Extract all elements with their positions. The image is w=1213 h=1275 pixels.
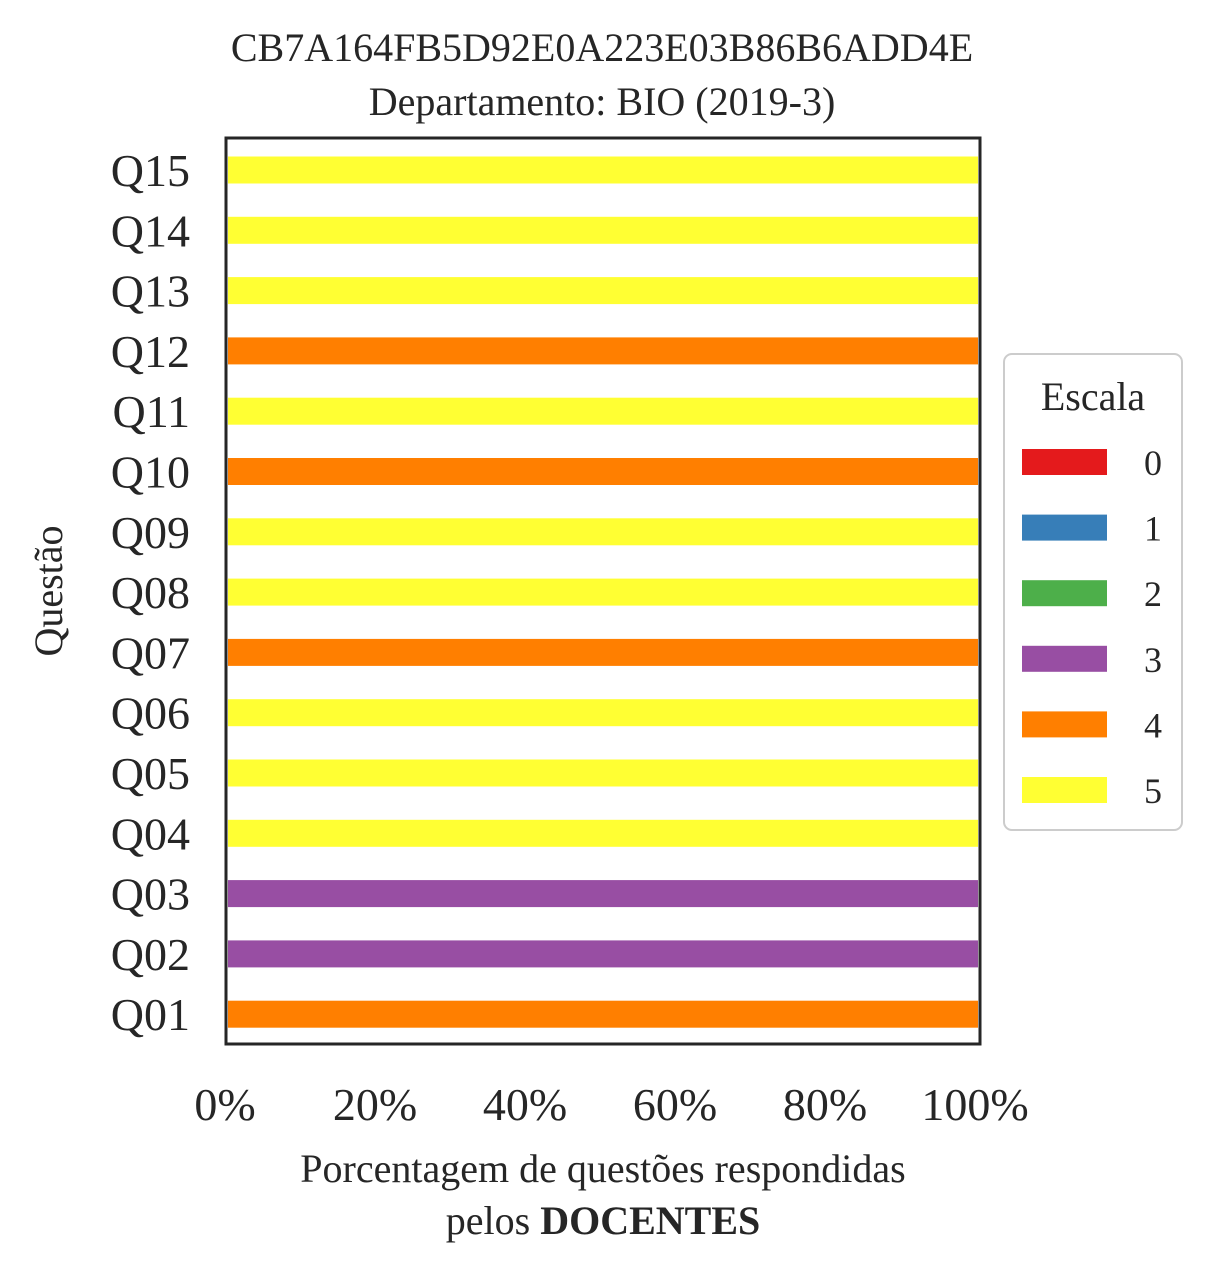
x-tick-label: 60% bbox=[633, 1079, 717, 1130]
chart-title-line1: CB7A164FB5D92E0A223E03B86B6ADD4E bbox=[231, 25, 973, 70]
bar-Q15-scale-5 bbox=[228, 156, 978, 184]
x-tick-label: 20% bbox=[333, 1079, 417, 1130]
x-axis-label-line1: Porcentagem de questões respondidas bbox=[300, 1146, 905, 1191]
legend-label-4: 4 bbox=[1144, 705, 1162, 745]
y-tick-label: Q06 bbox=[111, 688, 190, 739]
legend-label-3: 3 bbox=[1144, 640, 1162, 680]
x-axis-label-bold: DOCENTES bbox=[540, 1198, 760, 1243]
bar-Q07-scale-4 bbox=[228, 638, 978, 666]
y-tick-labels: Q01 Q02 Q03 Q04 Q05 Q06 Q07 Q08 Q09 Q10 Q11 Q12 Q13 Q… bbox=[111, 145, 190, 1040]
y-axis-label: Questão bbox=[26, 525, 71, 656]
y-tick-label: Q03 bbox=[111, 869, 190, 920]
bar-Q11-scale-5 bbox=[228, 397, 978, 425]
x-tick-label: 80% bbox=[783, 1079, 867, 1130]
y-tick-label: Q02 bbox=[111, 929, 190, 980]
bar-Q14-scale-5 bbox=[228, 216, 978, 244]
y-tick-label: Q04 bbox=[111, 808, 190, 859]
y-tick-label: Q14 bbox=[111, 205, 190, 256]
legend-swatch-0 bbox=[1022, 449, 1107, 475]
legend-swatch-3 bbox=[1022, 645, 1107, 672]
bar-Q08-scale-5 bbox=[228, 578, 978, 606]
legend-swatch-1 bbox=[1022, 514, 1107, 541]
legend-title: Escala bbox=[1041, 374, 1146, 419]
bar-Q12-scale-4 bbox=[228, 337, 978, 365]
bar-Q03-scale-3 bbox=[228, 880, 978, 908]
x-tick-labels: 0% 20% 40% 60% 80% 100% bbox=[194, 1079, 1028, 1130]
bar-Q09-scale-5 bbox=[228, 518, 978, 546]
y-tick-label: Q07 bbox=[111, 627, 190, 678]
legend-label-2: 2 bbox=[1144, 574, 1162, 614]
legend-items: 0 1 2 3 4 5 bbox=[1022, 443, 1162, 811]
x-axis-label-line2: pelos DOCENTES bbox=[446, 1198, 761, 1243]
bars-group bbox=[228, 156, 978, 1028]
y-tick-label: Q10 bbox=[111, 447, 190, 498]
legend-swatch-2 bbox=[1022, 580, 1107, 607]
bar-Q10-scale-4 bbox=[228, 458, 978, 485]
y-tick-label: Q08 bbox=[111, 567, 190, 618]
x-axis-label-prefix: pelos bbox=[446, 1198, 540, 1243]
y-tick-label: Q15 bbox=[111, 145, 190, 196]
y-tick-label: Q13 bbox=[111, 266, 190, 317]
legend-label-5: 5 bbox=[1144, 771, 1162, 811]
y-tick-label: Q01 bbox=[111, 989, 190, 1040]
x-tick-label: 40% bbox=[483, 1079, 567, 1130]
bar-Q05-scale-5 bbox=[228, 759, 978, 787]
chart-title-line2: Departamento: BIO (2019-3) bbox=[369, 79, 836, 124]
legend-swatch-4 bbox=[1022, 711, 1107, 738]
x-tick-label: 100% bbox=[921, 1079, 1028, 1130]
legend-swatch-5 bbox=[1022, 777, 1107, 803]
legend: Escala 0 1 2 3 4 5 bbox=[1003, 353, 1183, 831]
bar-Q04-scale-5 bbox=[228, 819, 978, 847]
bar-Q06-scale-5 bbox=[228, 699, 978, 727]
bar-Q13-scale-5 bbox=[228, 277, 978, 305]
y-tick-label: Q11 bbox=[112, 386, 190, 437]
legend-label-1: 1 bbox=[1144, 509, 1162, 549]
bar-Q02-scale-3 bbox=[228, 940, 978, 968]
y-tick-label: Q12 bbox=[111, 326, 190, 377]
y-tick-label: Q09 bbox=[111, 507, 190, 558]
legend-label-0: 0 bbox=[1144, 443, 1162, 483]
y-tick-label: Q05 bbox=[111, 748, 190, 799]
bar-Q01-scale-4 bbox=[228, 1000, 978, 1028]
x-tick-label: 0% bbox=[194, 1079, 255, 1130]
plot-frame bbox=[224, 136, 982, 1046]
